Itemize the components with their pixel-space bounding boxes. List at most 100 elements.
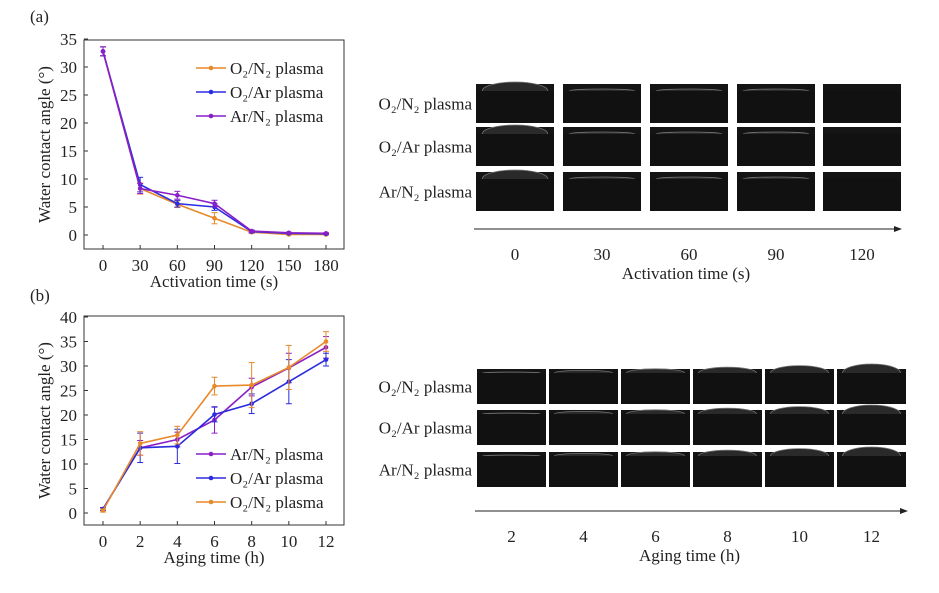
time-label: 2 — [507, 527, 516, 546]
panel-label: (b) — [30, 286, 50, 305]
y-tick-label: 20 — [60, 406, 77, 425]
time-label: 10 — [791, 527, 808, 546]
data-point — [175, 201, 180, 206]
legend-marker — [208, 113, 214, 119]
x-axis-label: Aging time (h) — [163, 548, 264, 567]
chart-a: (a) 0 5 10 15 20 25 30 35 0 30 60 90 120 150 180 Activat… — [30, 7, 345, 291]
row-label: O₂/N₂ plasma — [378, 378, 472, 397]
y-tick-label: 10 — [60, 455, 77, 474]
y-tick-label: 30 — [60, 58, 77, 77]
data-point — [175, 432, 180, 438]
substrate — [737, 134, 815, 166]
chart-b: (b) 0 5 10 15 20 25 30 35 40 0 2 4 6 8 10 12 Aging time (… — [30, 286, 345, 567]
time-label: 90 — [768, 245, 785, 264]
legend-label: O₂/N₂ plasma — [230, 59, 324, 78]
legend-marker — [208, 499, 214, 505]
substrate — [765, 456, 834, 487]
time-label: 4 — [579, 527, 588, 546]
y-axis-label: Water contact angle (°) — [35, 342, 54, 499]
series-o2n2 — [100, 331, 329, 513]
substrate — [693, 373, 762, 404]
photos-b: O₂/N₂ plasma O₂/Ar plasma Ar/N₂ plasma 2 4 6 8… — [378, 363, 908, 565]
substrate — [765, 414, 834, 445]
y-tick-label: 10 — [60, 170, 77, 189]
x-tick-label: 8 — [247, 532, 256, 551]
time-label: 120 — [849, 245, 875, 264]
time-label: 6 — [651, 527, 660, 546]
data-point — [137, 441, 143, 446]
y-tick-label: 5 — [69, 480, 78, 499]
y-tick-label: 5 — [69, 198, 78, 217]
time-label: 12 — [863, 527, 880, 546]
y-tick-label: 40 — [60, 308, 77, 327]
row-label: O₂/Ar plasma — [379, 419, 473, 438]
substrate — [549, 373, 618, 404]
series-arn2 — [100, 46, 329, 236]
data-point — [323, 231, 329, 236]
substrate — [549, 456, 618, 487]
substrate — [563, 179, 641, 211]
legend-marker — [208, 65, 214, 71]
substrate — [549, 414, 618, 445]
x-tick-label: 120 — [239, 256, 265, 275]
y-tick-label: 0 — [69, 504, 78, 523]
data-point — [286, 230, 292, 236]
arrow-head-icon — [894, 226, 902, 232]
substrate — [837, 414, 906, 445]
legend-label: Ar/N₂ plasma — [230, 107, 324, 126]
substrate — [765, 373, 834, 404]
data-point — [137, 186, 143, 191]
time-axis-title: Activation time (s) — [622, 264, 750, 283]
y-axis-label: Water contact angle (°) — [35, 66, 54, 223]
substrate — [476, 134, 554, 166]
time-label: 0 — [511, 245, 520, 264]
legend-marker — [208, 451, 214, 457]
legend-label: O₂/Ar plasma — [230, 83, 324, 102]
legend-label: Ar/N₂ plasma — [230, 445, 324, 464]
arrow-head-icon — [900, 508, 908, 514]
legend: O₂/N₂ plasma O₂/Ar plasma Ar/N₂ plasma — [196, 59, 324, 126]
x-tick-label: 4 — [173, 532, 182, 551]
time-axis-title: Aging time (h) — [639, 546, 740, 565]
substrate — [621, 456, 690, 487]
data-point — [249, 382, 254, 388]
substrate — [650, 179, 728, 211]
x-tick-label: 2 — [136, 532, 145, 551]
time-label: 8 — [723, 527, 732, 546]
substrate — [563, 91, 641, 123]
time-label: 30 — [594, 245, 611, 264]
substrate — [823, 134, 901, 166]
substrate — [621, 414, 690, 445]
y-tick-label: 30 — [60, 357, 77, 376]
substrate — [737, 91, 815, 123]
y-tick-label: 20 — [60, 114, 77, 133]
substrate — [476, 179, 554, 211]
substrate — [563, 134, 641, 166]
data-point — [100, 508, 106, 513]
data-point — [323, 357, 329, 362]
x-tick-label: 6 — [210, 532, 219, 551]
legend-marker — [208, 475, 214, 481]
substrate — [477, 373, 546, 404]
y-tick-label: 25 — [60, 86, 77, 105]
row-label: O₂/Ar plasma — [379, 138, 473, 157]
substrate — [693, 456, 762, 487]
x-axis-label: Activation time (s) — [150, 272, 278, 291]
substrate — [477, 414, 546, 445]
data-point — [323, 339, 329, 344]
substrate — [823, 179, 901, 211]
legend-label: O₂/N₂ plasma — [230, 493, 324, 512]
substrate — [650, 134, 728, 166]
x-tick-label: 0 — [99, 256, 108, 275]
substrate — [737, 179, 815, 211]
data-point — [212, 412, 217, 417]
legend-label: O₂/Ar plasma — [230, 469, 324, 488]
x-tick-label: 10 — [280, 532, 297, 551]
substrate — [837, 456, 906, 487]
panel-label: (a) — [30, 7, 49, 26]
x-tick-label: 90 — [206, 256, 223, 275]
legend-marker — [208, 89, 214, 95]
y-tick-label: 35 — [60, 30, 77, 49]
x-tick-label: 150 — [276, 256, 302, 275]
